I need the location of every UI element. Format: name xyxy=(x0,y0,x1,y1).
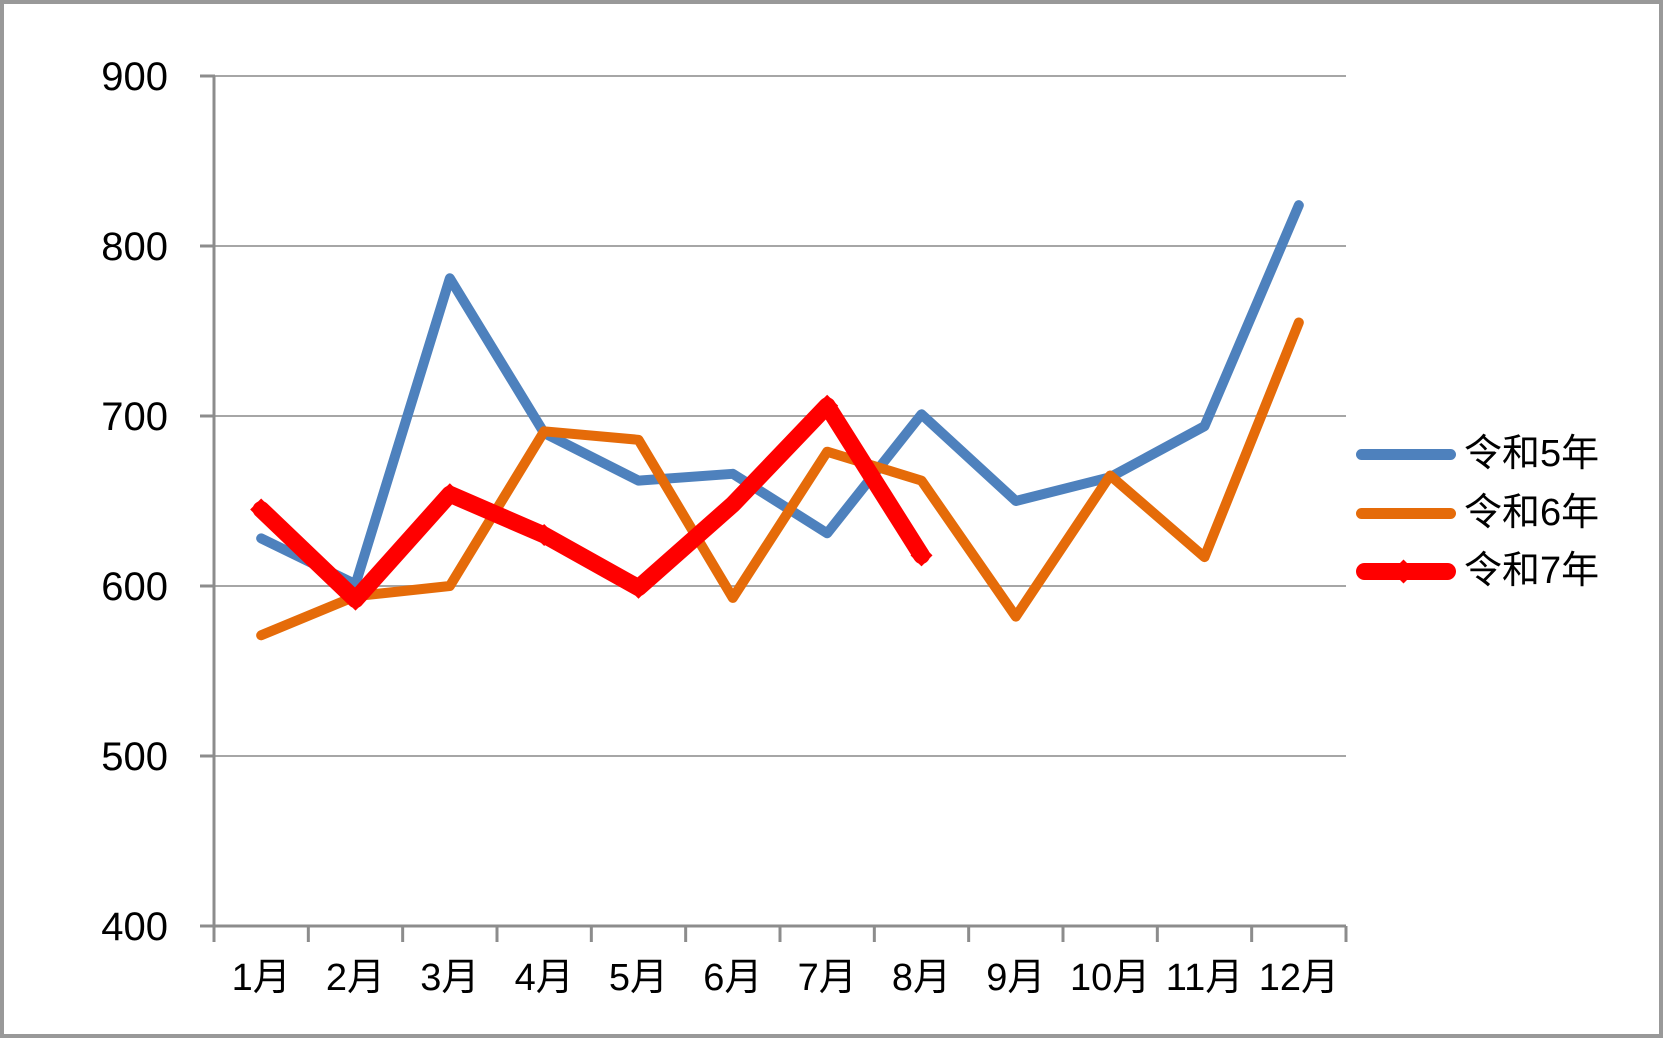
series-2-marker-7 xyxy=(816,394,839,417)
x-tick-label-3: 3月 xyxy=(420,957,479,999)
series-line-2 xyxy=(252,397,930,609)
series-2-marker-8 xyxy=(910,544,933,567)
legend-swatch-reiwa-5 xyxy=(1356,448,1456,460)
x-tick-label-2: 2月 xyxy=(326,957,385,999)
x-tick-label-10: 10月 xyxy=(1070,957,1150,999)
legend-label-reiwa-6: 令和6年 xyxy=(1464,492,1600,534)
legend-label-reiwa-7: 令和7年 xyxy=(1464,550,1600,592)
y-tick-label-600: 600 xyxy=(101,565,168,609)
y-tick-label-500: 500 xyxy=(101,735,168,779)
series-line-1 xyxy=(256,317,1304,641)
orange-line-swatch-icon xyxy=(1356,507,1456,519)
legend-swatch-reiwa-6 xyxy=(1356,507,1456,519)
legend-item-reiwa-7[interactable]: 令和7年 xyxy=(1356,549,1599,593)
legend-label-reiwa-5: 令和5年 xyxy=(1464,433,1600,475)
series-2-marker-3 xyxy=(438,483,461,506)
line-chart-plot-area: 400 500 600 700 800 900 1月 2月 3月 4月 5月 6月 7月 8月 9月 10月 1… xyxy=(101,55,1348,999)
series-2-marker-2 xyxy=(344,588,367,611)
y-tick-label-900: 900 xyxy=(101,55,168,99)
series-2-marker-4 xyxy=(533,524,556,546)
x-tick-label-8: 8月 xyxy=(892,957,951,999)
legend: 令和5年 令和6年 令和7年 xyxy=(4,4,1659,1034)
x-tick-label-9: 9月 xyxy=(986,957,1045,999)
x-tick-label-6: 6月 xyxy=(703,957,762,999)
series-2-marker-1 xyxy=(250,498,273,521)
legend-item-reiwa-5[interactable]: 令和5年 xyxy=(1356,432,1599,476)
series-line-0 xyxy=(256,200,1304,590)
blue-line-swatch-icon xyxy=(1356,448,1456,460)
legend-item-reiwa-6[interactable]: 令和6年 xyxy=(1356,491,1599,535)
legend-swatch-reiwa-7 xyxy=(1356,558,1456,584)
y-tick-label-400: 400 xyxy=(101,905,168,949)
series-2-marker-5 xyxy=(627,576,650,599)
series-2-marker-6 xyxy=(721,493,744,516)
x-tick-label-4: 4月 xyxy=(515,957,574,999)
x-tick-label-7: 7月 xyxy=(798,957,857,999)
y-tick-label-700: 700 xyxy=(101,395,168,439)
x-tick-label-1: 1月 xyxy=(232,957,291,999)
x-tick-label-12: 12月 xyxy=(1259,957,1339,999)
x-tick-label-11: 11月 xyxy=(1166,957,1243,999)
x-tick-label-5: 5月 xyxy=(609,957,668,999)
y-tick-label-800: 800 xyxy=(101,225,168,269)
